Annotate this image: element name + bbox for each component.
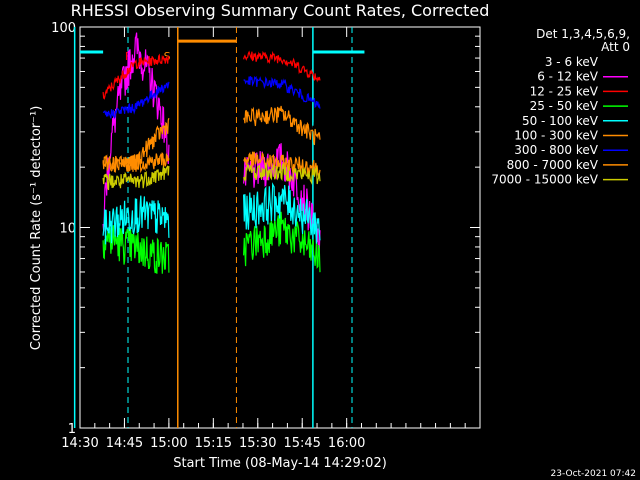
y-axis-label: Corrected Count Rate (s⁻¹ detector⁻¹) [29,106,44,351]
legend-label: 7000 - 15000 keV [491,173,598,187]
legend-label: 6 - 12 keV [537,70,599,84]
series-line-3 [102,225,170,274]
series-line-2 [243,50,321,83]
legend-label: 50 - 100 keV [522,114,599,128]
y-tick-label: 1 [68,422,76,437]
footer-date: 23-Oct-2021 07:42 [551,469,636,479]
flag-label: S [164,50,171,63]
series-line-6 [102,81,170,119]
plot-area: 1 10 100 14:30 14:45 15:00 15:15 15:30 15:45 16:0… [51,21,481,451]
x-tick-label: 15:30 [239,436,276,451]
legend-label: 12 - 25 keV [530,84,599,98]
legend-label: 3 - 6 keV [545,55,599,69]
y-tick-label: 10 [59,222,76,237]
x-axis-label: Start Time (08-May-14 14:29:02) [173,456,387,471]
series-line-4 [102,195,170,245]
legend-title-line-1: Det 1,3,4,5,6,9, [536,27,630,41]
x-tick-label: 14:45 [106,436,143,451]
chart-title: RHESSI Observing Summary Count Rates, Co… [71,1,490,20]
legend-label: 100 - 300 keV [514,129,598,143]
series-line-8 [102,165,170,191]
series-line-2 [102,53,170,100]
series-line-7 [243,151,321,178]
series-line-3 [243,211,321,273]
x-tick-label: 15:45 [283,436,320,451]
series-line-7 [102,151,170,174]
legend-title-line-2: Att 0 [601,40,630,54]
series-line-4 [243,182,321,244]
x-tick-label: 15:15 [195,436,232,451]
legend-label: 800 - 7000 keV [507,158,599,172]
x-tick-label: 14:30 [61,436,98,451]
series-line-5 [243,105,321,146]
x-tick-label: 16:00 [328,436,365,451]
series-line-8 [243,162,321,186]
y-tick-label: 100 [51,21,76,36]
legend-label: 300 - 800 keV [514,143,598,157]
series-line-6 [243,75,321,109]
legend-label: 25 - 50 keV [530,99,599,113]
x-tick-label: 15:00 [150,436,187,451]
